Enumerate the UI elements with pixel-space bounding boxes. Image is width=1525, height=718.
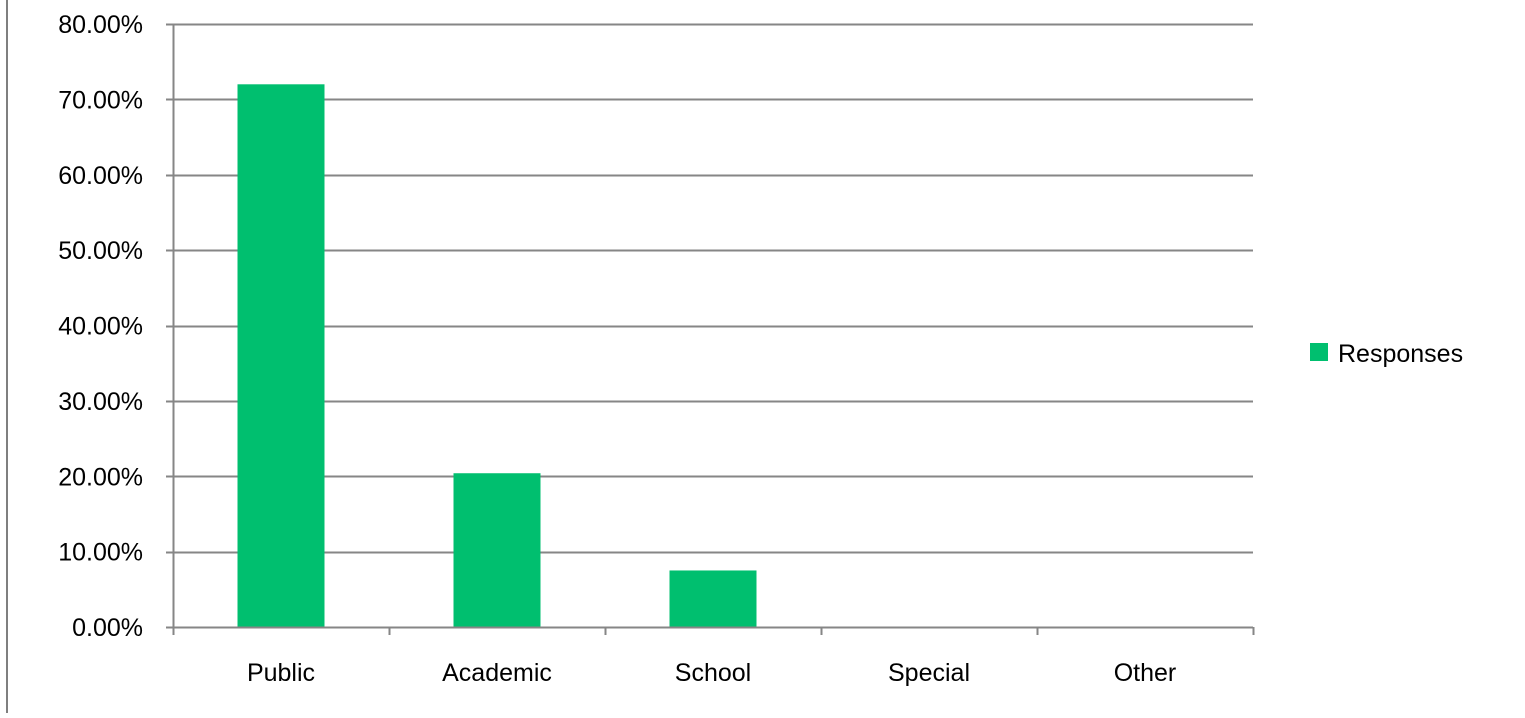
y-tick-label: 30.00%: [58, 388, 143, 416]
legend: Responses: [1310, 340, 1463, 368]
y-tick-label: 60.00%: [58, 162, 143, 190]
legend-swatch: [1310, 343, 1328, 361]
bar-public: [237, 84, 325, 628]
y-tick-label: 0.00%: [72, 614, 143, 642]
y-tick-label: 50.00%: [58, 237, 143, 265]
axes: [166, 23, 1255, 635]
legend-label: Responses: [1338, 340, 1463, 368]
bar-school: [669, 570, 757, 627]
y-tick-label: 80.00%: [58, 11, 143, 39]
gridlines: [173, 23, 1253, 554]
y-tick-labels: 0.00% 10.00% 20.00% 30.00% 40.00% 50.00% 60.00…: [58, 11, 143, 642]
x-tick-label: Academic: [442, 659, 552, 687]
x-tick-label: Other: [1114, 659, 1177, 687]
x-tick-label: Special: [888, 659, 970, 687]
chart-border: [6, 0, 8, 713]
x-tick-label: Public: [247, 659, 315, 687]
y-tick-label: 20.00%: [58, 463, 143, 491]
y-tick-label: 70.00%: [58, 86, 143, 114]
y-tick-label: 10.00%: [58, 539, 143, 567]
bar-academic: [453, 473, 541, 627]
y-tick-label: 40.00%: [58, 313, 143, 341]
bars: [237, 84, 757, 628]
x-tick-label: School: [675, 659, 751, 687]
x-tick-labels: Public Academic School Special Other: [247, 659, 1176, 687]
